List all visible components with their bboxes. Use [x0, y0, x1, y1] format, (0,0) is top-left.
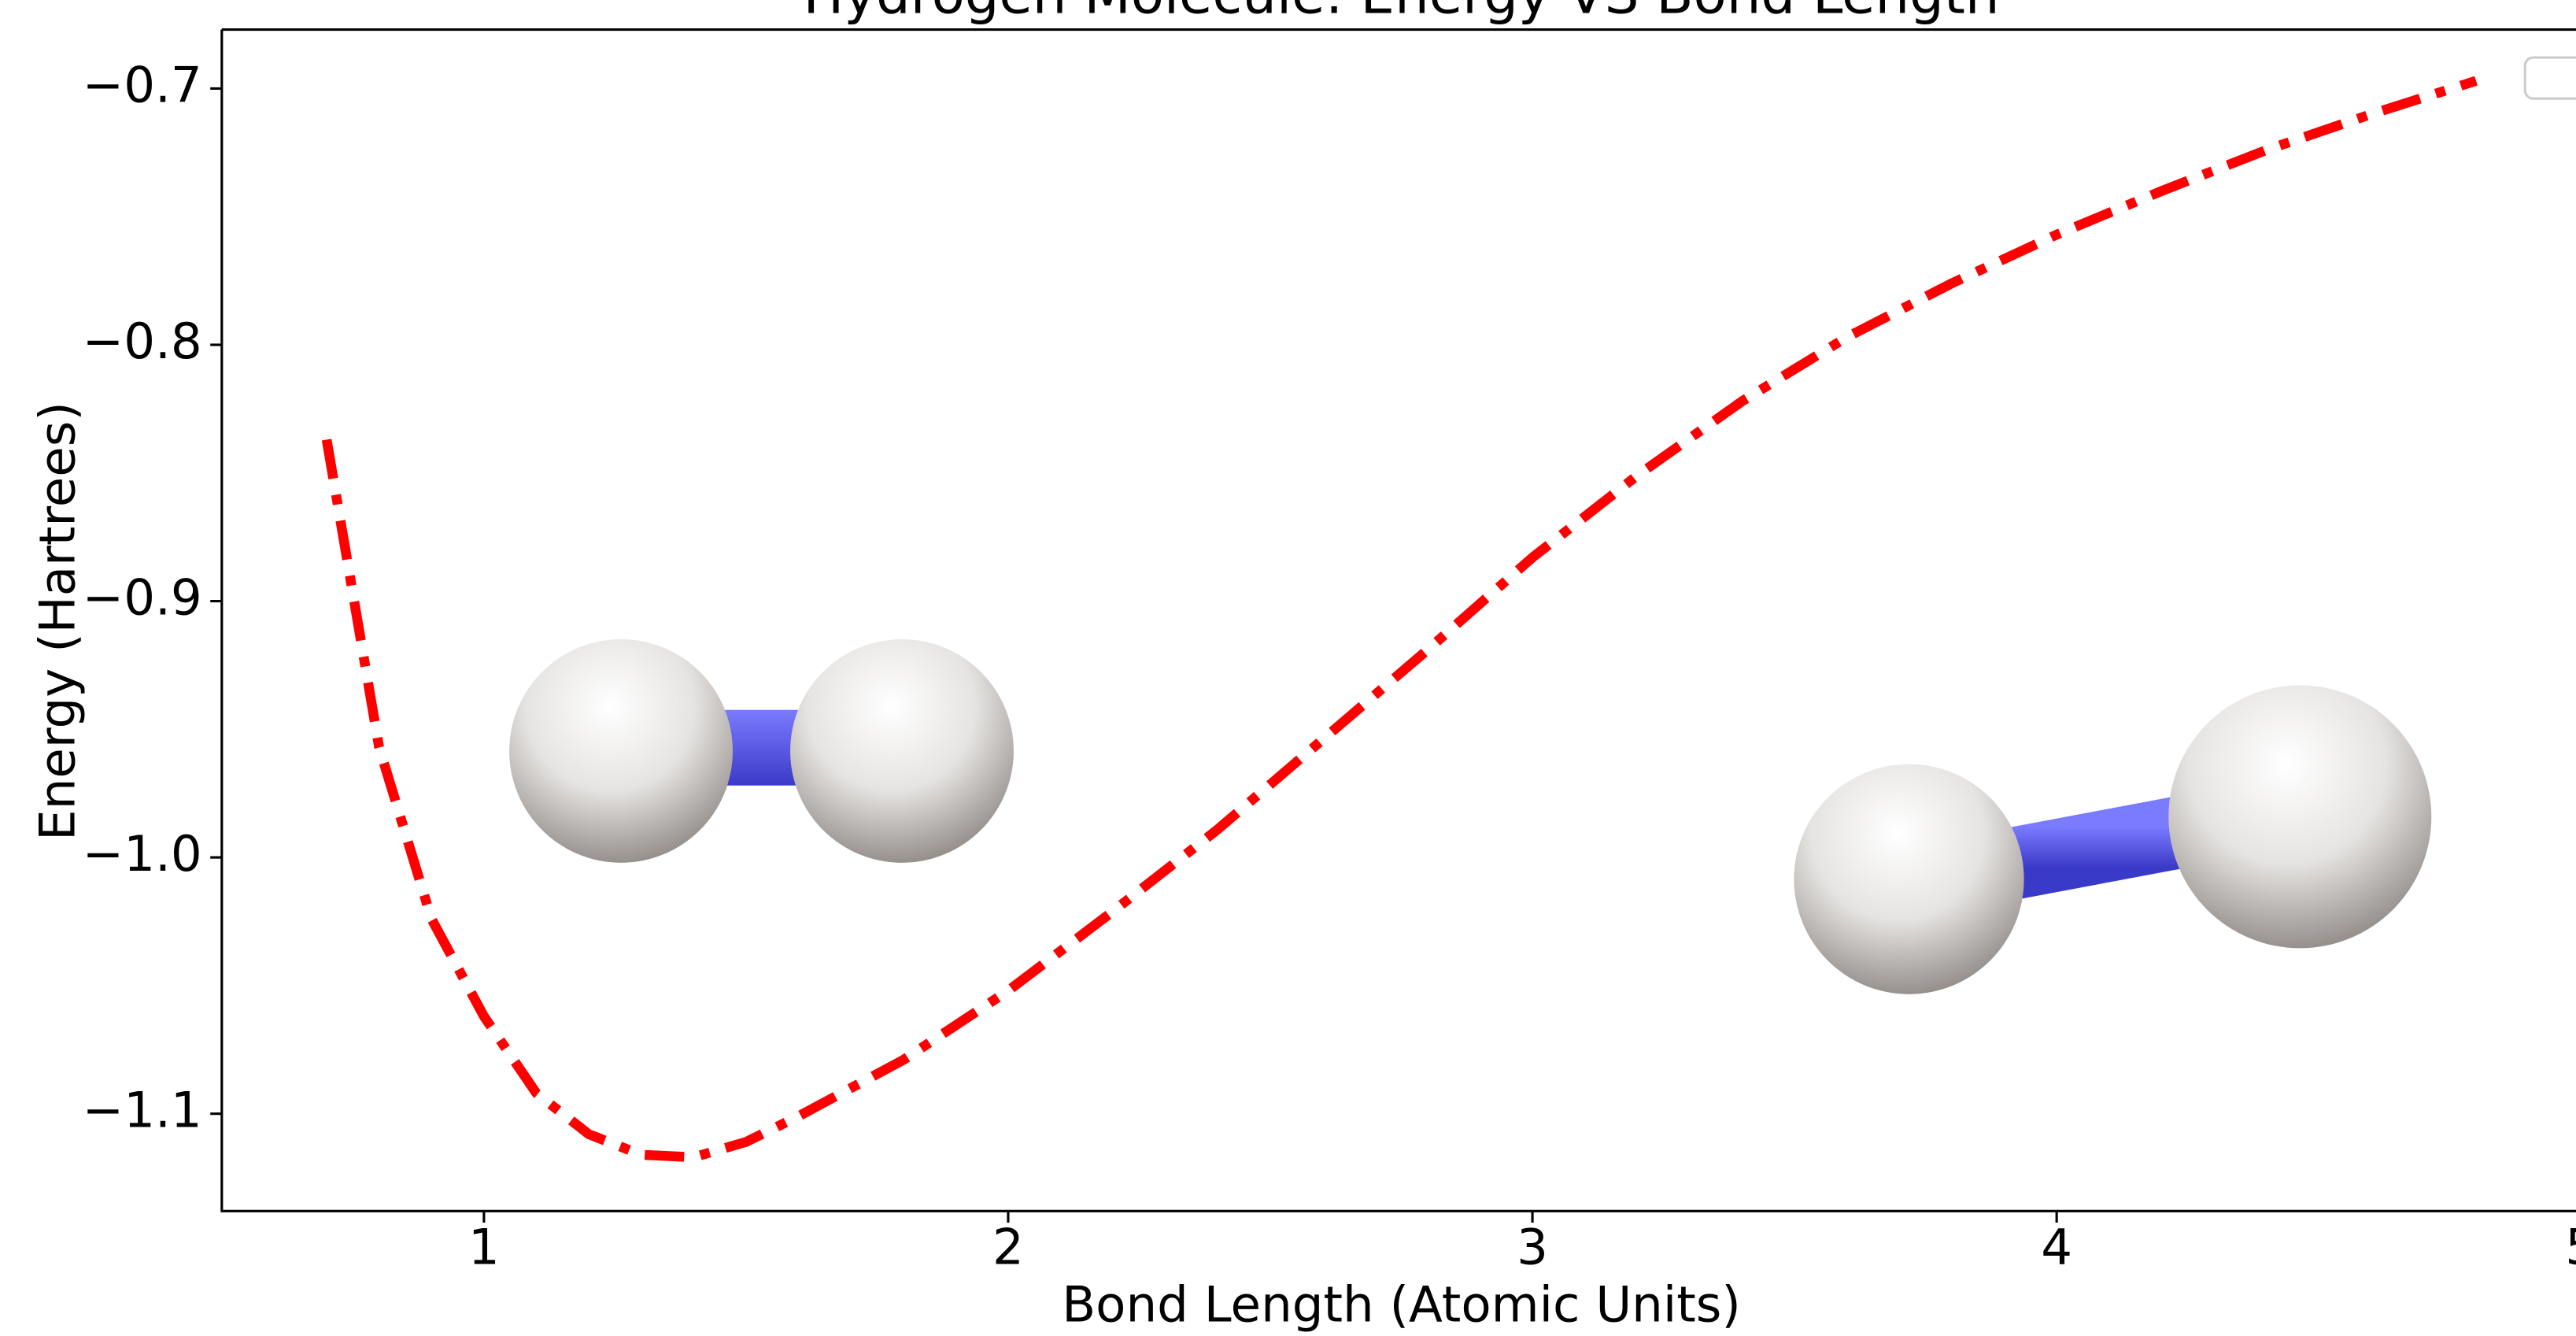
x-tick-label: 3 [1517, 1219, 1548, 1276]
axes-frame [222, 30, 2576, 1212]
x-tick-label: 5 [2565, 1219, 2576, 1276]
molecule-left [509, 639, 1014, 863]
legend-box [2525, 57, 2576, 98]
y-tick-label: −1.1 [83, 1082, 202, 1139]
x-tick-label: 1 [468, 1219, 500, 1276]
data-line [327, 81, 2476, 1157]
y-tick-label: −1.0 [83, 825, 202, 883]
y-axis-label: Energy (Hartrees) [28, 402, 86, 841]
x-tick-label: 2 [992, 1219, 1024, 1276]
y-tick-label: −0.9 [83, 569, 202, 627]
x-axis-label: Bond Length (Atomic Units) [1062, 1276, 1741, 1334]
y-tick-label: −0.8 [83, 313, 202, 370]
molecule-right [1794, 685, 2431, 994]
chart-title: Hydrogen Molecule: Energy VS Bond Length [804, 0, 2000, 27]
x-tick-label: 4 [2041, 1219, 2072, 1276]
y-tick-label: −0.7 [83, 57, 202, 114]
chart: Hydrogen Molecule: Energy VS Bond Length… [0, 0, 2576, 1336]
